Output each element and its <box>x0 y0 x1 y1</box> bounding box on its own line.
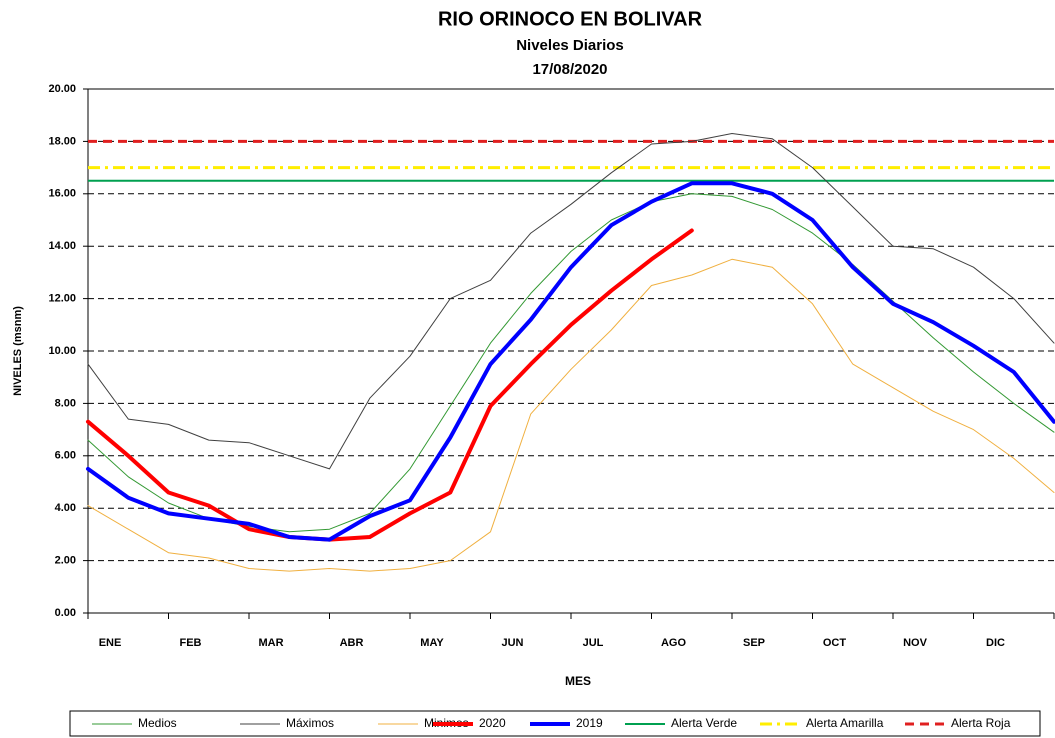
y-tick-label: 2.00 <box>55 555 76 567</box>
y-tick-label: 10.00 <box>48 345 76 357</box>
series-line <box>86 181 1055 542</box>
y-tick-label: 14.00 <box>48 240 76 252</box>
legend-label: 2019 <box>576 716 603 730</box>
x-tick-label: JUL <box>583 637 604 649</box>
y-tick-label: 12.00 <box>48 293 76 305</box>
chart-date: 17/08/2020 <box>532 61 607 78</box>
series-line <box>87 193 1055 533</box>
legend-label: 2020 <box>479 716 506 730</box>
y-tick-label: 0.00 <box>55 607 76 619</box>
x-tick-label: JUN <box>501 637 523 649</box>
x-tick-label: ABR <box>340 637 364 649</box>
x-tick-label: OCT <box>823 637 847 649</box>
legend-label: Máximos <box>286 716 334 730</box>
legend-label: Alerta Amarilla <box>806 716 884 730</box>
x-tick-label: SEP <box>743 637 765 649</box>
x-tick-label: MAR <box>258 637 283 649</box>
chart-title: RIO ORINOCO EN BOLIVAR <box>438 8 703 30</box>
x-tick-label: FEB <box>180 637 202 649</box>
x-tick-label: MAY <box>420 637 444 649</box>
x-tick-label: ENE <box>99 637 122 649</box>
y-tick-label: 4.00 <box>55 502 76 514</box>
series-line <box>86 228 694 542</box>
legend-label: Alerta Verde <box>671 716 737 730</box>
y-tick-label: 16.00 <box>48 188 76 200</box>
x-tick-label: DIC <box>986 637 1005 649</box>
x-tick-label: AGO <box>661 637 687 649</box>
chart-subtitle: Niveles Diarios <box>516 37 624 54</box>
legend-label: Medios <box>138 716 177 730</box>
y-tick-label: 6.00 <box>55 450 76 462</box>
series-line <box>87 133 1055 470</box>
y-tick-label: 18.00 <box>48 135 76 147</box>
series-line <box>87 258 1055 572</box>
x-axis-label: MES <box>565 674 591 688</box>
legend-label: Alerta Roja <box>951 716 1011 730</box>
x-tick-label: NOV <box>903 637 928 649</box>
y-axis-label: NIVELES (msnm) <box>12 306 24 396</box>
y-tick-label: 20.00 <box>48 83 76 95</box>
y-tick-label: 8.00 <box>55 397 76 409</box>
